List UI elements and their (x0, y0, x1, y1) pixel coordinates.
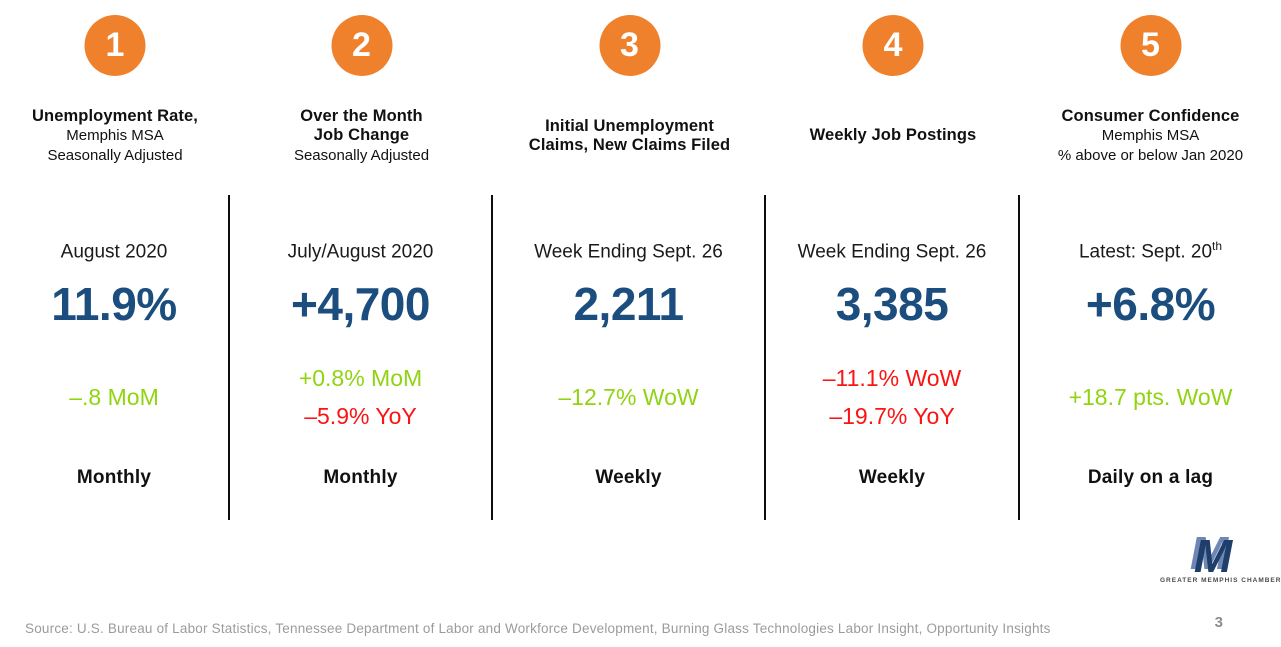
period-label: August 2020 (60, 241, 168, 263)
indicator-column-consumer-confidence: 5 Consumer Confidence Memphis MSA% above … (1020, 0, 1281, 520)
change-value: –5.9% YoY (304, 403, 417, 429)
change-value: –11.1% WoW (822, 365, 962, 391)
indicator-title-line: Claims, New Claims Filed (528, 136, 731, 154)
indicator-title-line: Initial Unemployment (545, 116, 714, 135)
step-number-badge: 3 (599, 15, 660, 76)
indicator-title-line: Job Change (313, 126, 410, 145)
indicator-title-line: Memphis MSA (1101, 127, 1200, 145)
greater-memphis-chamber-logo: M M GREATER MEMPHIS CHAMBER (1160, 528, 1281, 584)
frequency-label: Monthly (323, 467, 398, 488)
indicator-column-unemployment-rate: 1 Unemployment Rate, Memphis MSA Seasonall… (0, 0, 230, 520)
indicator-title-line: Memphis MSA (66, 127, 164, 145)
chamber-m-icon: M M (1190, 528, 1234, 576)
indicator-title-line: Weekly Job Postings (809, 126, 977, 145)
step-number-badge: 5 (1120, 15, 1181, 76)
frequency-label: Weekly (858, 467, 926, 488)
indicator-title: Consumer Confidence Memphis MSA% above or… (1020, 100, 1281, 172)
indicator-value: 11.9% (51, 278, 177, 330)
period-label: July/August 2020 (287, 241, 434, 263)
step-number-badge: 4 (862, 15, 924, 76)
change-value: +0.8% MoM (298, 365, 423, 391)
indicator-column-initial-claims: 3 Initial Unemployment Claims, New Claims… (493, 0, 766, 520)
frequency-label: Daily on a lag (1087, 467, 1214, 488)
logo-caption: GREATER MEMPHIS CHAMBER (1160, 577, 1281, 584)
svg-text:M: M (1194, 530, 1234, 576)
frequency-label: Monthly (76, 467, 152, 488)
indicator-title-line: Over the Month (300, 106, 423, 125)
indicator-value: 3,385 (835, 278, 949, 330)
change-value: –12.7% WoW (558, 384, 699, 410)
change-list: +18.7 pts. WoW (1020, 353, 1281, 441)
step-number-badge: 2 (331, 15, 392, 76)
indicator-title-line: Unemployment Rate, (32, 106, 198, 125)
indicator-value: +4,700 (291, 278, 430, 330)
period-label: Latest: Sept. 20th (1078, 239, 1223, 263)
indicator-value: +6.8% (1085, 278, 1216, 330)
indicator-column-job-change: 2 Over the Month Job Change Seasonally Adj… (230, 0, 493, 520)
change-list: +0.8% MoM –5.9% YoY (230, 353, 491, 441)
indicator-column-job-postings: 4 Weekly Job Postings Week Ending Sept. … (766, 0, 1020, 520)
indicator-title: Over the Month Job Change Seasonally Adjus… (230, 100, 493, 172)
change-list: –12.7% WoW (493, 353, 764, 441)
indicator-grid: 1 Unemployment Rate, Memphis MSA Seasonall… (0, 0, 1281, 520)
change-value: –.8 MoM (69, 384, 159, 410)
indicator-title: Weekly Job Postings (766, 100, 1020, 172)
indicator-title: Unemployment Rate, Memphis MSA Seasonally … (0, 100, 230, 172)
change-list: –.8 MoM (0, 353, 228, 441)
period-label: Week Ending Sept. 26 (534, 241, 723, 263)
change-value: +18.7 pts. WoW (1068, 384, 1233, 410)
indicator-title-line: Consumer Confidence (1061, 106, 1240, 125)
indicator-title: Initial Unemployment Claims, New Claims F… (493, 100, 766, 172)
step-number-badge: 1 (84, 15, 146, 76)
source-attribution: Source: U.S. Bureau of Labor Statistics,… (25, 621, 1051, 636)
indicator-title-line: Seasonally Adjusted (47, 146, 183, 164)
svg-text:M: M (1190, 528, 1230, 576)
frequency-label: Weekly (595, 467, 662, 488)
indicator-title-line: % above or below Jan 2020 (1057, 146, 1244, 164)
indicator-value: 2,211 (573, 278, 684, 330)
indicator-title-line: Seasonally Adjusted (293, 146, 430, 164)
page-number: 3 (1214, 614, 1223, 631)
period-label: Week Ending Sept. 26 (797, 241, 987, 263)
change-value: –19.7% YoY (829, 403, 955, 429)
change-list: –11.1% WoW –19.7% YoY (766, 353, 1018, 441)
